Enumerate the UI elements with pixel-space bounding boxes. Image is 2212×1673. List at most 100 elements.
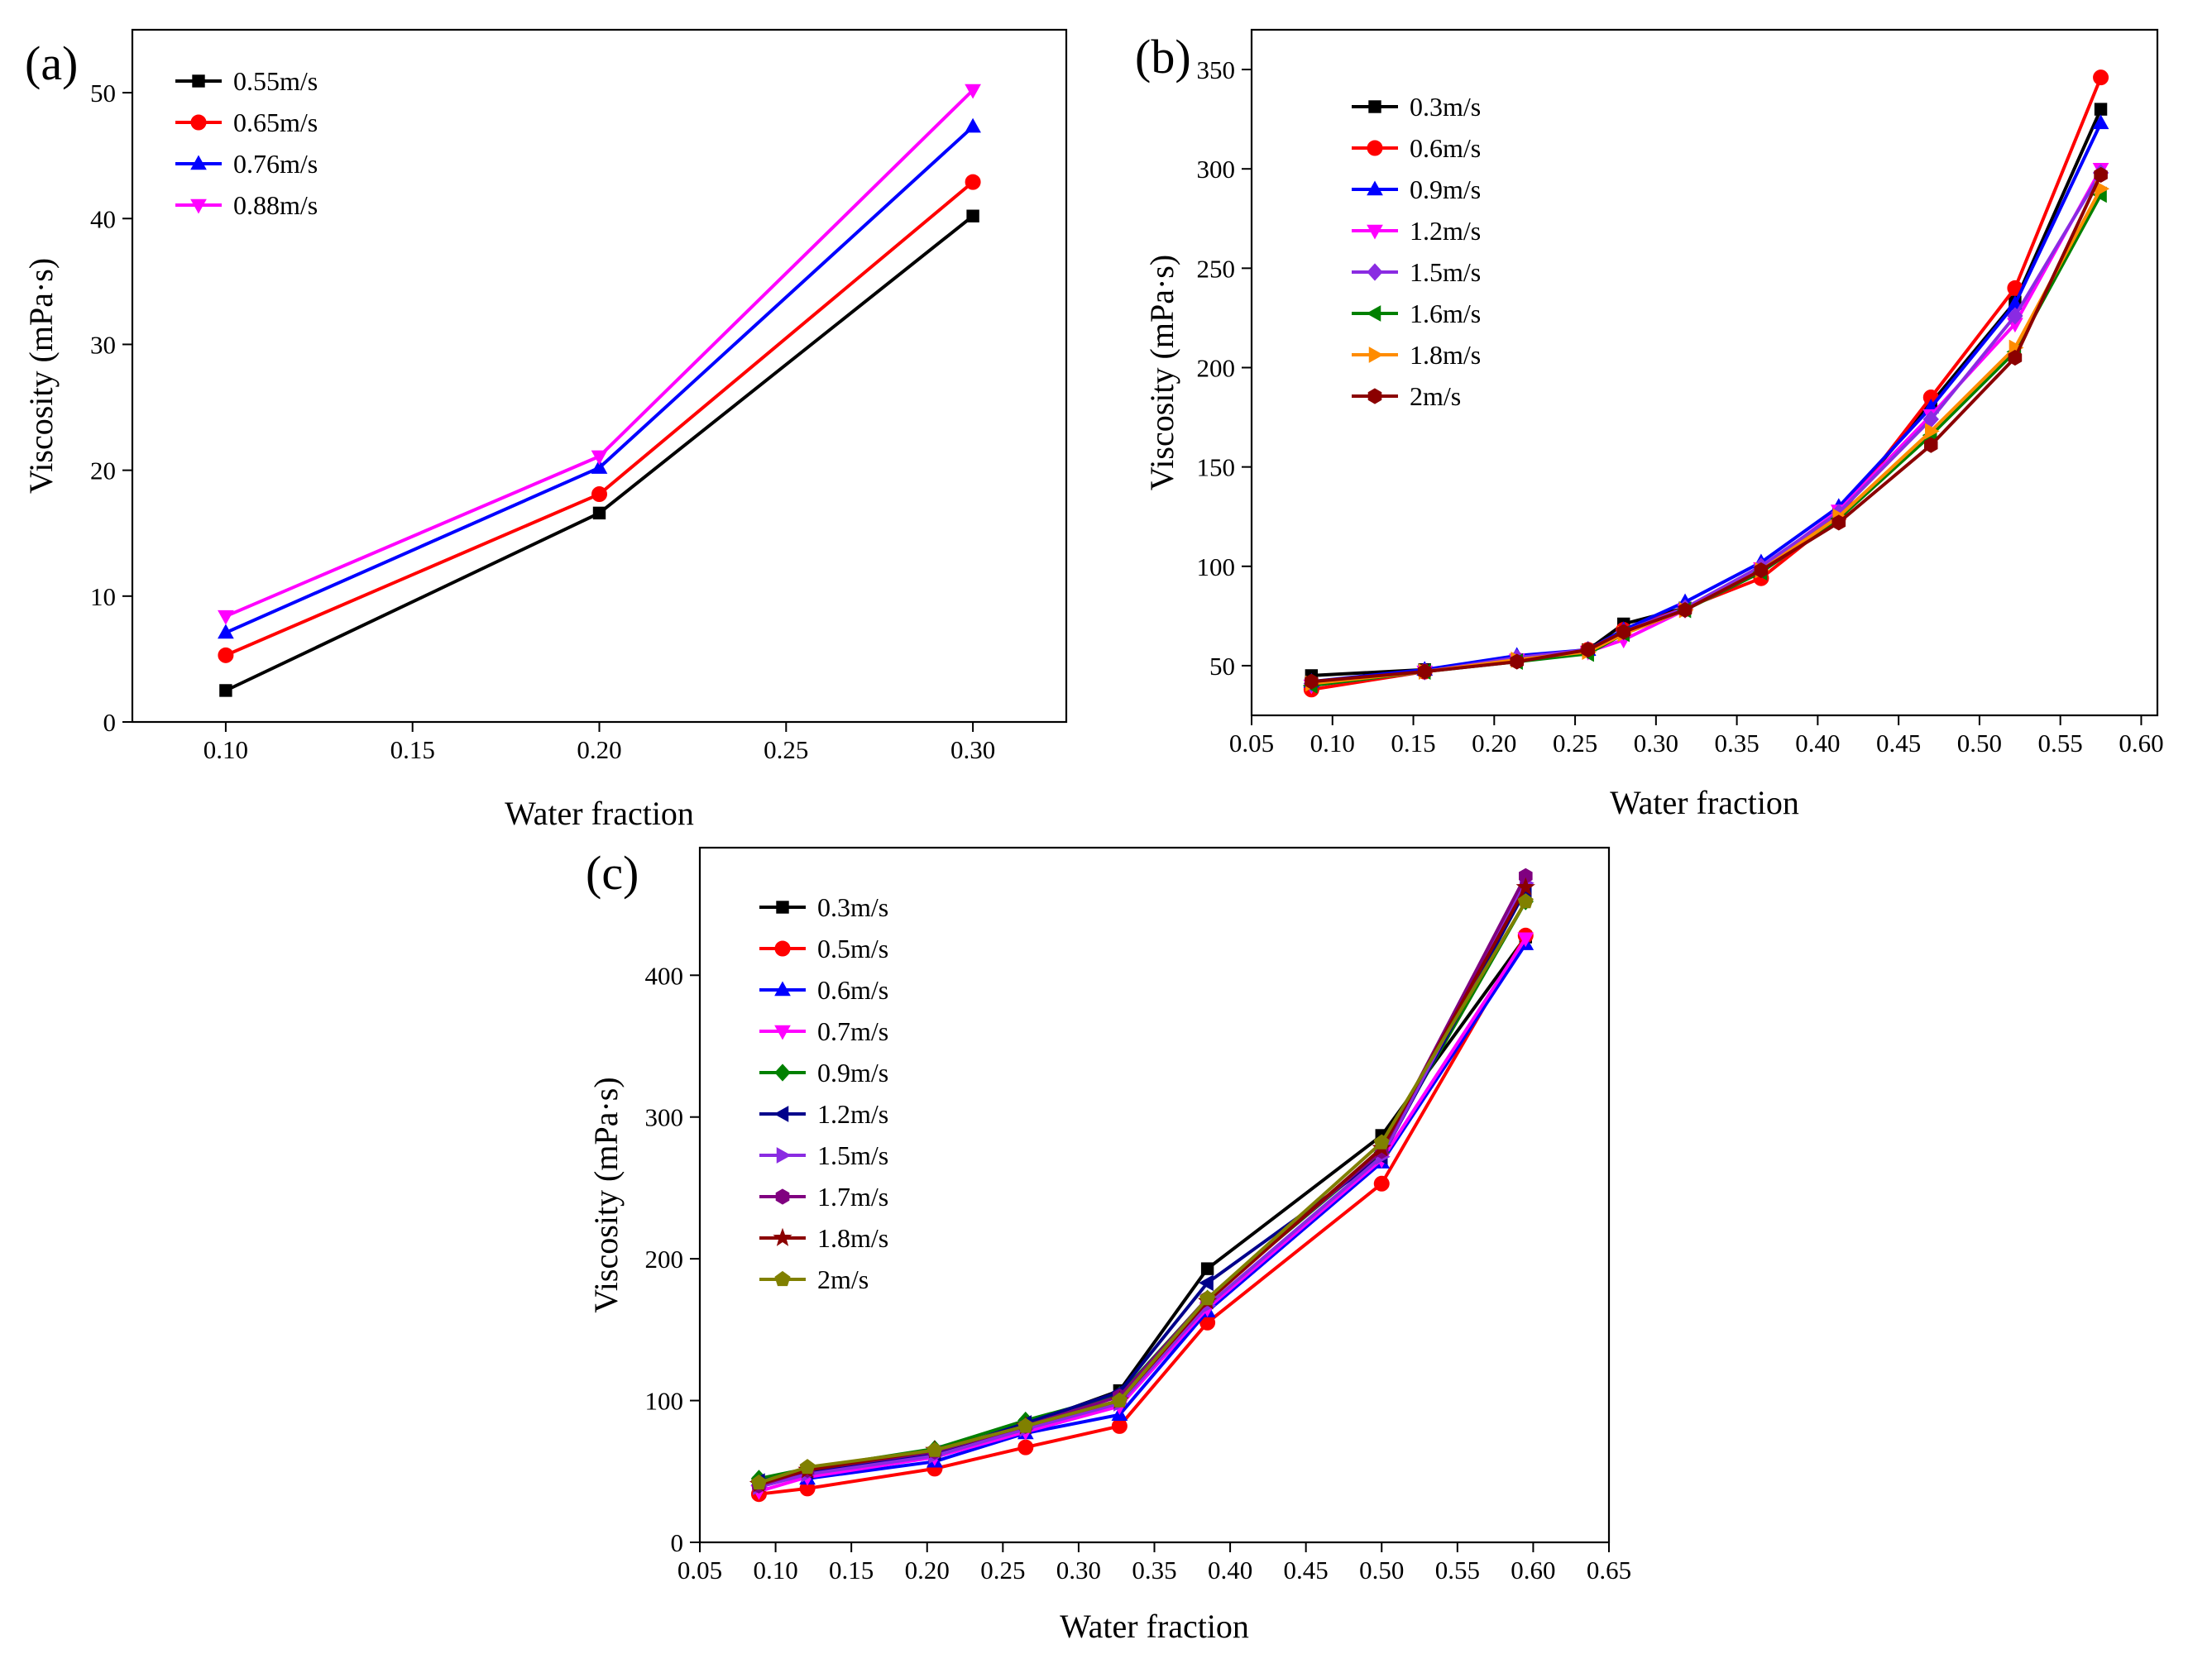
data-point <box>1017 1439 1034 1456</box>
legend-marker <box>775 1188 790 1205</box>
legend: 0.55m/s 0.65m/s 0.76m/s 0.88m/s <box>175 66 318 220</box>
data-point <box>218 609 234 625</box>
y-tick-label: 50 <box>1209 652 1235 681</box>
legend-label: 1.5m/s <box>817 1140 888 1170</box>
y-tick-label: 30 <box>90 330 116 359</box>
data-point <box>1305 673 1319 690</box>
x-tick-label: 0.35 <box>1132 1556 1176 1585</box>
legend-label: 0.6m/s <box>1410 133 1481 163</box>
y-axis-label: Viscosity (mPa·s) <box>22 258 60 494</box>
y-tick-label: 250 <box>1197 254 1236 283</box>
data-point <box>965 84 981 99</box>
y-axis-label: Viscosity (mPa·s) <box>1143 255 1180 490</box>
y-tick-label: 10 <box>90 582 116 611</box>
x-tick-label: 0.55 <box>1435 1556 1480 1585</box>
legend: 0.3m/s 0.5m/s 0.6m/s 0.7m/s 0.9m/s 1.2m/s 1.5m… <box>759 892 888 1294</box>
x-tick-label: 0.25 <box>764 735 808 764</box>
legend-item: 0.3m/s <box>1352 92 1481 122</box>
x-tick-label: 0.05 <box>1229 729 1274 758</box>
panel-label: (a) <box>25 36 78 90</box>
x-tick-label: 0.20 <box>1472 729 1516 758</box>
legend-marker <box>776 1147 792 1164</box>
data-point <box>2007 307 2023 325</box>
series-line <box>758 882 1528 1489</box>
legend-item: 0.6m/s <box>759 975 888 1005</box>
x-axis-label: Water fraction <box>1060 1608 1249 1645</box>
legend-label: 2m/s <box>817 1264 869 1294</box>
x-tick-label: 0.25 <box>1553 729 1597 758</box>
data-point <box>1373 1175 1390 1192</box>
series-0-55m-s <box>219 209 979 697</box>
x-tick-label: 0.30 <box>1056 1556 1101 1585</box>
legend-label: 0.7m/s <box>817 1016 888 1046</box>
data-point <box>218 624 234 639</box>
x-axis-label: Water fraction <box>1610 784 1799 821</box>
data-point <box>1111 1392 1128 1408</box>
panel-label: (c) <box>586 846 639 900</box>
legend-marker <box>1368 347 1384 363</box>
data-point <box>219 684 232 697</box>
panel-b-viscosity-chart: 0.05 0.10 0.15 0.20 0.25 0.30 0.35 0.40 0.45 0.50… <box>1135 28 2164 821</box>
series-line <box>759 943 1527 1482</box>
legend-marker <box>774 981 791 997</box>
legend-item: 1.8m/s <box>759 1223 888 1253</box>
x-tick-label: 0.10 <box>203 735 248 764</box>
data-point <box>591 459 608 474</box>
legend-label: 0.9m/s <box>817 1058 888 1087</box>
x-tick-label: 0.60 <box>1511 1556 1555 1585</box>
legend-item: 0.65m/s <box>175 108 318 137</box>
y-tick-label: 200 <box>1197 353 1236 382</box>
y-tick-label: 350 <box>1197 55 1236 84</box>
legend-item: 0.3m/s <box>759 892 888 922</box>
y-tick-label: 100 <box>1197 552 1236 581</box>
legend-marker <box>190 198 207 214</box>
x-tick-label: 0.55 <box>2038 729 2083 758</box>
legend-marker <box>773 1227 792 1246</box>
data-point <box>2092 114 2109 130</box>
legend-marker <box>773 1106 789 1122</box>
legend-marker <box>1367 388 1382 404</box>
x-tick-label: 0.50 <box>1957 729 2002 758</box>
data-point <box>1925 423 1940 440</box>
panel-a-viscosity-chart: 0.10 0.15 0.20 0.25 0.30 0 10 20 30 40 50 Water fra… <box>22 28 1068 832</box>
data-point <box>1924 437 1938 453</box>
legend-marker <box>1367 140 1383 156</box>
data-point <box>1517 893 1534 909</box>
data-point <box>1111 1417 1128 1434</box>
legend-marker <box>776 901 789 914</box>
x-tick-label: 0.20 <box>905 1556 950 1585</box>
legend-item: 0.55m/s <box>175 66 318 96</box>
data-point <box>591 486 607 503</box>
y-tick-label: 50 <box>90 79 116 108</box>
y-tick-label: 150 <box>1197 453 1236 482</box>
legend-label: 0.76m/s <box>233 149 318 179</box>
data-point <box>926 1441 943 1457</box>
x-tick-label: 0.50 <box>1359 1556 1404 1585</box>
legend-label: 1.2m/s <box>1410 216 1481 246</box>
x-tick-label: 0.45 <box>1284 1556 1329 1585</box>
legend-label: 2m/s <box>1410 381 1461 411</box>
legend-label: 0.55m/s <box>233 66 318 96</box>
series-0-65m-s <box>218 174 981 663</box>
plot-frame <box>1250 28 2159 717</box>
data-point <box>2094 103 2108 116</box>
data-point <box>1517 932 1535 948</box>
data-point <box>1017 1417 1034 1433</box>
legend-marker <box>1367 180 1383 196</box>
legend-item: 1.2m/s <box>759 1099 888 1129</box>
legend-label: 1.7m/s <box>817 1182 888 1212</box>
x-tick-label: 0.30 <box>950 735 995 764</box>
legend-marker <box>774 1270 791 1287</box>
x-tick-label: 0.20 <box>577 735 621 764</box>
legend-item: 0.9m/s <box>759 1058 888 1087</box>
legend-item: 0.6m/s <box>1352 133 1481 163</box>
legend: 0.3m/s 0.6m/s 0.9m/s 1.2m/s 1.5m/s 1.6m/s 1.8m… <box>1352 92 1481 411</box>
legend-item: 1.8m/s <box>1352 340 1481 370</box>
y-tick-label: 300 <box>1197 155 1236 184</box>
y-tick-label: 400 <box>645 961 684 990</box>
data-point <box>1417 663 1432 680</box>
legend-item: 2m/s <box>1352 381 1461 411</box>
x-tick-label: 0.45 <box>1876 729 1921 758</box>
legend-marker <box>1367 263 1383 281</box>
data-point <box>1510 653 1524 670</box>
